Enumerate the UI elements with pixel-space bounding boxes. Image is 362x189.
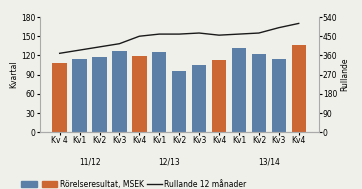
Bar	[232, 48, 246, 132]
Y-axis label: Rullande: Rullande	[340, 58, 349, 91]
Bar	[52, 63, 67, 132]
Bar	[252, 54, 266, 132]
Bar	[212, 60, 226, 132]
Bar	[72, 59, 87, 132]
Bar	[92, 57, 107, 132]
Bar	[152, 52, 167, 132]
Bar	[291, 45, 306, 132]
Text: 11/12: 11/12	[79, 157, 100, 166]
Y-axis label: Kvartal: Kvartal	[9, 61, 18, 88]
Bar	[132, 56, 147, 132]
Bar	[192, 65, 206, 132]
Text: 12/13: 12/13	[158, 157, 180, 166]
Bar	[112, 51, 127, 132]
Legend: , Rörelseresultat, MSEK, Rullande 12 månader: , Rörelseresultat, MSEK, Rullande 12 mån…	[21, 180, 247, 189]
Text: 13/14: 13/14	[258, 157, 280, 166]
Bar	[172, 71, 186, 132]
Bar	[272, 59, 286, 132]
